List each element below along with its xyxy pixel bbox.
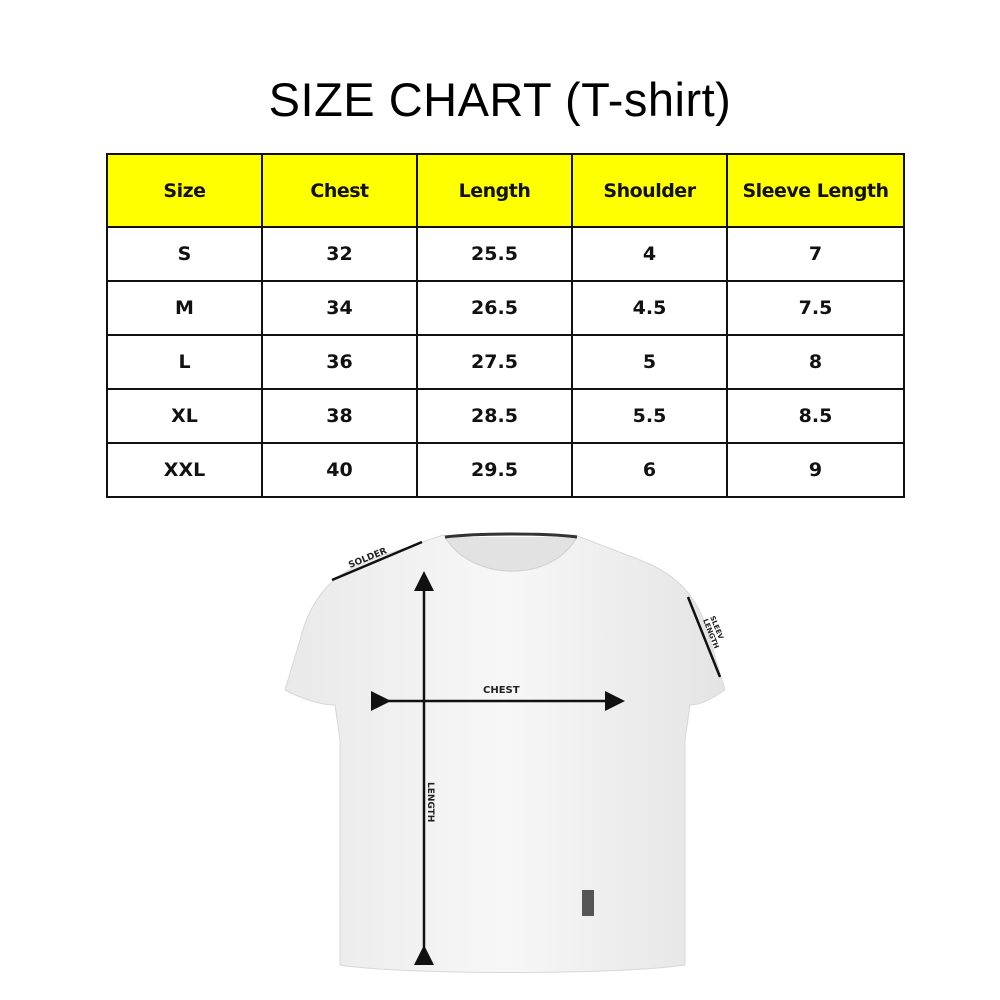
table-cell: 8.5 <box>726 388 905 444</box>
sleeve-line <box>686 596 722 678</box>
table-header-row: Size Chest Length Shoulder Sleeve Length <box>106 153 905 228</box>
table-cell: S <box>106 226 263 282</box>
table-cell: 32 <box>261 226 418 282</box>
table-cell: M <box>106 280 263 336</box>
table-cell: 5 <box>571 334 728 390</box>
table-cell: 34 <box>261 280 418 336</box>
table-cell: 6 <box>571 442 728 498</box>
table-cell: 38 <box>261 388 418 444</box>
table-cell: 7 <box>726 226 905 282</box>
table-cell: 9 <box>726 442 905 498</box>
table-row: XL 38 28.5 5.5 8.5 <box>106 388 905 444</box>
page-title: SIZE CHART (T-shirt) <box>268 73 732 126</box>
column-header: Size <box>106 153 263 228</box>
table-cell: 25.5 <box>416 226 573 282</box>
table-cell: 36 <box>261 334 418 390</box>
table-row: S 32 25.5 4 7 <box>106 226 905 282</box>
size-chart-table: Size Chest Length Shoulder Sleeve Length S 32… <box>106 153 905 498</box>
column-header: Length <box>416 153 573 228</box>
table-cell: 4 <box>571 226 728 282</box>
table-cell: 8 <box>726 334 905 390</box>
table-row: XXL 40 29.5 6 9 <box>106 442 905 498</box>
table-cell: 40 <box>261 442 418 498</box>
table-cell: 29.5 <box>416 442 573 498</box>
table-cell: 26.5 <box>416 280 573 336</box>
table-cell: 5.5 <box>571 388 728 444</box>
table-row: M 34 26.5 4.5 7.5 <box>106 280 905 336</box>
table-cell: L <box>106 334 263 390</box>
table-cell: XL <box>106 388 263 444</box>
column-header: Shoulder <box>571 153 728 228</box>
length-label: LENGTH <box>425 782 435 822</box>
table-cell: 28.5 <box>416 388 573 444</box>
table-row: L 36 27.5 5 8 <box>106 334 905 390</box>
table-cell: 7.5 <box>726 280 905 336</box>
table-cell: 27.5 <box>416 334 573 390</box>
tag-logo <box>582 890 594 916</box>
tshirt-shape <box>284 534 726 973</box>
column-header: Sleeve Length <box>726 153 905 228</box>
table-cell: XXL <box>106 442 263 498</box>
table-cell: 4.5 <box>571 280 728 336</box>
shoulder-line <box>331 540 423 582</box>
column-header: Chest <box>261 153 418 228</box>
chest-label: CHEST <box>483 685 520 696</box>
